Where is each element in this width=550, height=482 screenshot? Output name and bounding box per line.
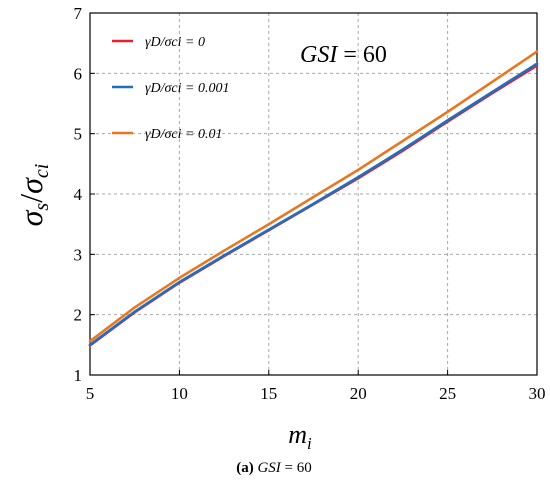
y-axis-label-sigma: σ [13, 209, 49, 226]
y-axis-label-sub-ci: ci [31, 164, 53, 178]
y-tick-label: 2 [74, 306, 83, 325]
legend-label-1: γD/σci = 0.001 [145, 81, 229, 96]
y-tick-label: 7 [74, 4, 83, 23]
y-axis-label: σs/σci [13, 164, 53, 227]
grid-lines [90, 13, 537, 375]
x-axis-label: mi [288, 420, 312, 453]
y-tick-label: 4 [74, 185, 83, 204]
x-tick-label: 10 [171, 384, 188, 403]
x-tick-label: 25 [439, 384, 456, 403]
series-line-2 [88, 50, 539, 343]
y-tick-label: 6 [74, 64, 83, 83]
x-tick-label: 20 [350, 384, 367, 403]
legend: γD/σci = 0 γD/σci = 0.001 γD/σci = 0.01 [112, 35, 229, 142]
series-lines [88, 50, 539, 347]
y-axis-label-slash: / [13, 194, 49, 203]
caption-rest: = 60 [281, 460, 312, 476]
caption-italic: GSI [257, 460, 281, 476]
gsi-annotation: GSI = 60 [300, 42, 387, 68]
figure-caption: (a) GSI = 60 [236, 460, 312, 476]
annotation-italic: GSI [300, 42, 338, 68]
x-axis-label-main: m [288, 420, 307, 449]
x-tick-label: 5 [86, 384, 95, 403]
annotation-rest: = 60 [337, 42, 387, 68]
legend-label-0: γD/σci = 0 [145, 35, 205, 50]
caption-bold: (a) [236, 460, 254, 476]
x-axis-label-sub: i [307, 434, 312, 453]
y-tick-label: 1 [74, 366, 83, 385]
y-tick-label: 3 [74, 245, 83, 264]
legend-label-2: γD/σci = 0.01 [145, 127, 222, 142]
y-axis-label-sigma-2: σ [13, 177, 49, 194]
axis-ticks: 5 10 15 20 25 30 1 2 3 4 5 6 7 [74, 4, 546, 403]
series-line-1 [88, 62, 539, 347]
y-tick-label: 5 [74, 125, 83, 144]
x-tick-label: 15 [260, 384, 277, 403]
x-tick-label: 30 [529, 384, 546, 403]
y-axis-label-sub-s: s [31, 203, 53, 211]
